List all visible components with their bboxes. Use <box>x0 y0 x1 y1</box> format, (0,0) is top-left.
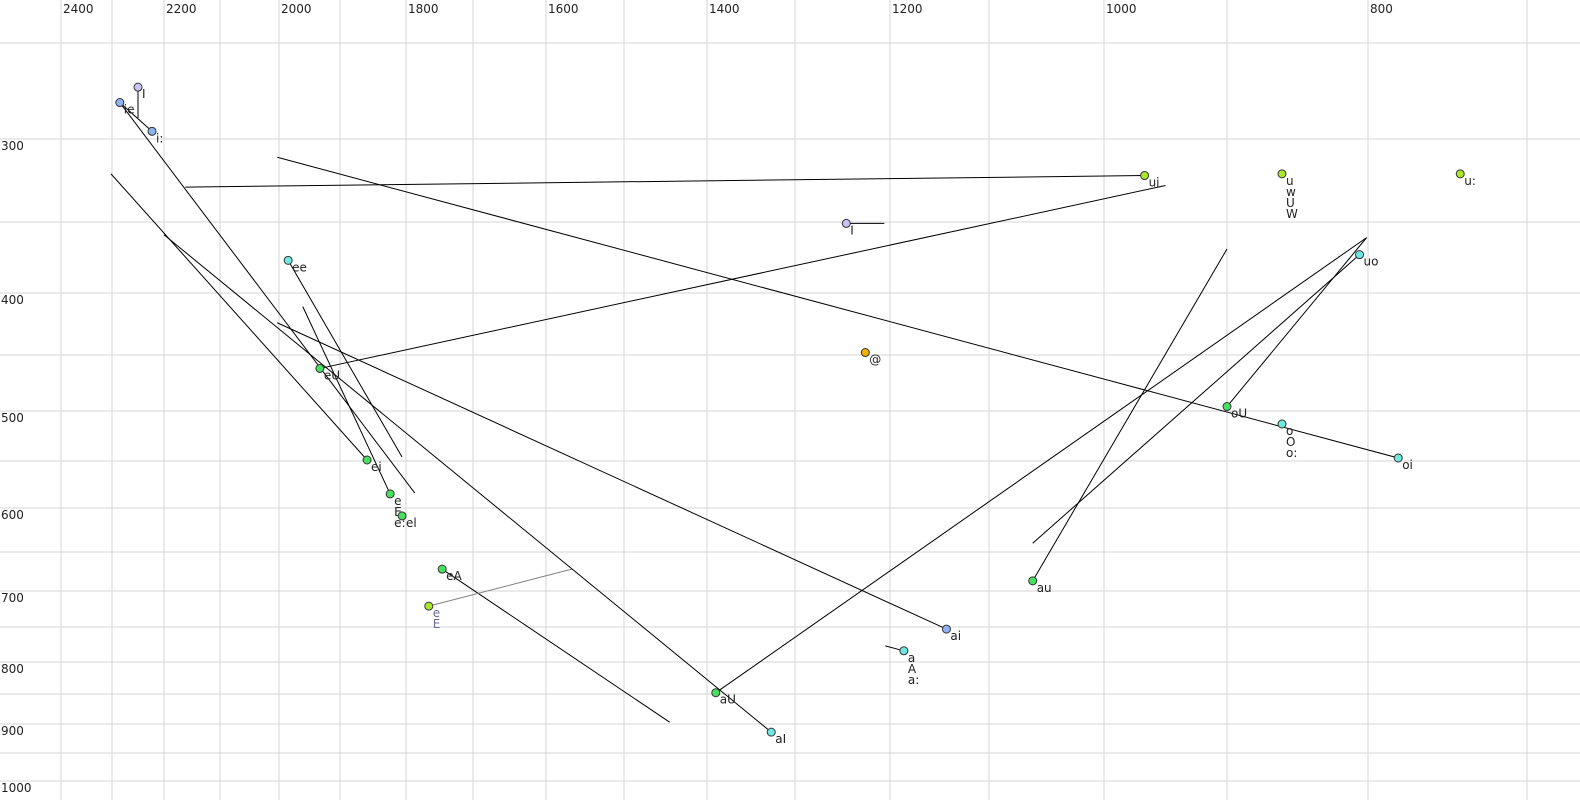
vowel-label: i: <box>156 131 163 145</box>
vowel-label: u: <box>1464 174 1476 188</box>
vowel-label: a <box>908 651 915 665</box>
vowel-label: aU <box>720 693 736 707</box>
vowel-label: w <box>1286 185 1296 199</box>
x-tick-label: 1400 <box>709 2 740 16</box>
vowel-point[interactable] <box>424 601 434 611</box>
vowel-point[interactable] <box>362 455 372 465</box>
vowel-point[interactable] <box>1277 169 1287 179</box>
y-tick-label: 900 <box>1 724 24 738</box>
trajectory-line <box>715 237 1367 694</box>
vowel-label: oi <box>1402 458 1413 472</box>
vowel-label: eA <box>446 569 462 583</box>
y-axis-ticks: 300 400 500 600 700 800 900 1000 <box>1 139 32 795</box>
vowel-label: el <box>406 516 417 530</box>
x-tick-label: 2000 <box>281 2 312 16</box>
vowel-label: a: <box>908 673 919 687</box>
vowel-label: uo <box>1364 255 1379 269</box>
y-tick-label: 800 <box>1 662 24 676</box>
x-tick-label: 1000 <box>1106 2 1137 16</box>
vowel-label: I <box>142 87 146 101</box>
vowel-label: U <box>1286 196 1295 210</box>
y-tick-label: 700 <box>1 591 24 605</box>
trajectory-line <box>1032 248 1228 582</box>
vowel-point[interactable] <box>766 727 776 737</box>
trajectory-line <box>185 175 1145 188</box>
vowel-label: o <box>1286 424 1293 438</box>
vowel-point[interactable] <box>397 511 407 521</box>
vowel-label: I <box>850 223 854 237</box>
vowel-label: O <box>1286 435 1295 449</box>
vowel-point[interactable] <box>147 126 157 136</box>
y-tick-label: 1000 <box>1 781 32 795</box>
vowel-point[interactable] <box>1140 171 1150 181</box>
vowel-label: ee <box>292 260 307 274</box>
vowel-label: ai <box>950 629 961 643</box>
vowel-point[interactable] <box>899 646 909 656</box>
trajectory-line <box>302 306 391 495</box>
trajectory-line <box>119 102 153 132</box>
vowel-label: E <box>394 505 402 519</box>
vowel-label: aI <box>775 732 786 746</box>
y-tick-label: 300 <box>1 139 24 153</box>
vowel-label: E <box>433 617 441 631</box>
vowel-label: oU <box>1231 407 1247 421</box>
vowel-point[interactable] <box>1028 576 1038 586</box>
y-tick-label: 500 <box>1 411 24 425</box>
vowel-point[interactable] <box>711 688 721 698</box>
y-tick-label: 400 <box>1 293 24 307</box>
vowel-label: e <box>433 606 440 620</box>
trajectory-line <box>287 260 403 458</box>
x-tick-label: 1800 <box>408 2 439 16</box>
trajectory-line <box>110 173 368 461</box>
trajectory-line <box>428 568 572 607</box>
vowel-label: W <box>1286 207 1298 221</box>
vowel-label: e: <box>394 516 405 530</box>
vowel-point[interactable] <box>437 564 447 574</box>
vowel-point[interactable] <box>841 218 851 228</box>
x-tick-label: 2200 <box>166 2 197 16</box>
vowel-label: A <box>908 662 917 676</box>
vowel-label: ui <box>1149 176 1160 190</box>
vowel-point[interactable] <box>1355 250 1365 260</box>
vowel-label: au <box>1037 581 1052 595</box>
vowel-point[interactable] <box>1222 402 1232 412</box>
vowel-point[interactable] <box>860 348 870 358</box>
vowel-point[interactable] <box>1277 419 1287 429</box>
x-tick-label: 800 <box>1370 2 1393 16</box>
x-tick-label: 1600 <box>548 2 579 16</box>
x-tick-label: 1200 <box>892 2 923 16</box>
vowel-point[interactable] <box>283 255 293 265</box>
trajectories <box>110 87 1399 733</box>
y-tick-label: 600 <box>1 508 24 522</box>
vowel-label: eU <box>324 368 340 382</box>
vowel-label: @ <box>869 353 881 367</box>
trajectory-line <box>277 322 947 630</box>
vowel-point[interactable] <box>115 98 125 108</box>
trajectory-line <box>277 156 1399 459</box>
vowel-point[interactable] <box>941 624 951 634</box>
trajectory-line <box>119 102 416 494</box>
vowel-point[interactable] <box>385 489 395 499</box>
vowel-point[interactable] <box>1393 453 1403 463</box>
trajectory-line <box>163 234 772 733</box>
trajectory-line <box>1032 254 1360 544</box>
vowel-label: u <box>1286 174 1294 188</box>
trajectory-line <box>319 184 1166 369</box>
trajectory-line <box>441 568 670 723</box>
x-axis-ticks: 2400 2200 2000 1800 1600 1400 1200 1000 800 <box>63 2 1393 16</box>
vowel-label: e <box>394 494 401 508</box>
vowel-label: ie <box>124 103 135 117</box>
vowel-label: o: <box>1286 446 1297 460</box>
vowel-label: ei <box>371 460 382 474</box>
vowel-point[interactable] <box>133 82 143 92</box>
vowel-point[interactable] <box>1455 169 1465 179</box>
x-tick-label: 2400 <box>63 2 94 16</box>
trajectory-line <box>1226 237 1367 407</box>
vowel-point[interactable] <box>315 363 325 373</box>
